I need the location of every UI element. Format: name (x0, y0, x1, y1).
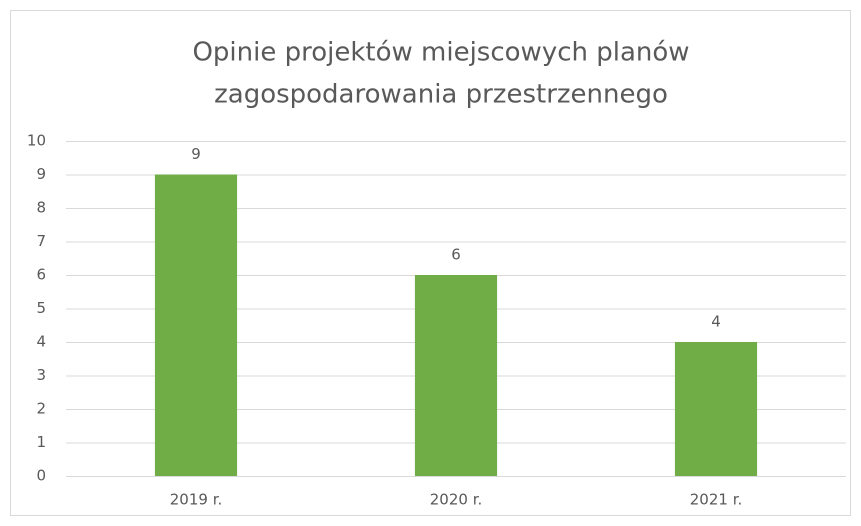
y-tick-label: 4 (36, 333, 46, 351)
x-tick-label: 2019 r. (170, 491, 223, 509)
chart-title: Opinie projektów miejscowych planów (192, 38, 689, 68)
bar (674, 342, 758, 476)
x-tick-label: 2020 r. (430, 491, 483, 509)
y-tick-label: 2 (36, 400, 46, 418)
bar (154, 174, 238, 476)
data-label: 6 (451, 246, 461, 264)
y-tick-label: 0 (36, 467, 46, 485)
y-tick-label: 7 (36, 232, 46, 250)
y-tick-label: 1 (36, 433, 46, 451)
chart-title: zagospodarowania przestrzennego (214, 80, 668, 110)
bar (414, 275, 498, 476)
data-label: 9 (191, 145, 201, 163)
y-tick-label: 6 (36, 266, 46, 284)
y-tick-label: 8 (36, 199, 46, 217)
y-tick-label: 5 (36, 299, 46, 317)
data-label: 4 (711, 313, 721, 331)
y-tick-label: 3 (36, 366, 46, 384)
y-tick-label: 10 (27, 132, 46, 150)
x-tick-label: 2021 r. (690, 491, 743, 509)
y-tick-label: 9 (36, 165, 46, 183)
